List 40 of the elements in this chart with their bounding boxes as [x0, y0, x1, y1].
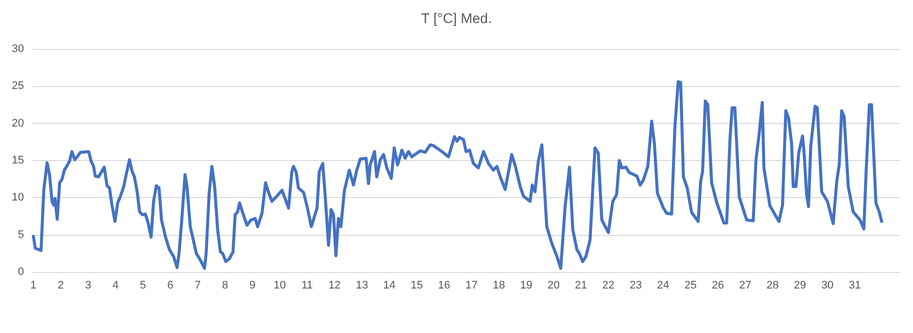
x-tick-label: 20 [547, 280, 560, 292]
y-tick-label: 25 [12, 80, 24, 92]
x-tick-label: 4 [112, 280, 119, 292]
x-tick-label: 29 [794, 280, 806, 292]
x-tick-label: 16 [438, 280, 450, 292]
y-tick-label: 15 [12, 154, 24, 166]
x-tick-label: 5 [140, 280, 146, 292]
x-tick-label: 13 [356, 280, 368, 292]
x-tick-label: 1 [30, 280, 36, 292]
x-tick-label: 6 [167, 280, 174, 292]
x-tick-label: 23 [630, 280, 642, 292]
chart-title: T [°C] Med. [421, 10, 492, 26]
line-series [32, 80, 884, 270]
x-tick-label: 8 [222, 280, 228, 292]
y-tick-label: 20 [12, 117, 24, 130]
x-tick-label: 12 [328, 280, 341, 292]
x-tick-label: 18 [492, 280, 505, 292]
x-tick-label: 31 [848, 280, 861, 292]
y-tick-label: 30 [12, 43, 24, 55]
x-tick-label: 7 [194, 280, 201, 292]
x-tick-label: 25 [684, 280, 697, 292]
x-tick-label: 26 [712, 280, 724, 292]
x-tick-label: 30 [821, 280, 834, 292]
x-tick-label: 3 [85, 280, 92, 292]
x-tick-label: 19 [520, 280, 532, 292]
x-tick-label: 22 [602, 280, 615, 292]
x-tick-label: 10 [274, 280, 286, 292]
x-tick-label: 17 [465, 280, 478, 292]
y-tick-label: 0 [18, 266, 24, 278]
x-tick-label: 24 [657, 280, 670, 292]
x-tick-label: 14 [383, 280, 396, 292]
x-tick-label: 2 [58, 280, 64, 292]
x-tick-label: 15 [410, 280, 423, 292]
x-tick-label: 21 [574, 280, 588, 292]
x-tick-label: 11 [301, 280, 313, 292]
y-tick-label: 10 [12, 192, 24, 204]
x-tick-label: 27 [739, 280, 752, 292]
x-tick-label: 28 [766, 280, 779, 292]
y-tick-label: 5 [18, 228, 24, 241]
x-tick-label: 9 [249, 280, 256, 292]
